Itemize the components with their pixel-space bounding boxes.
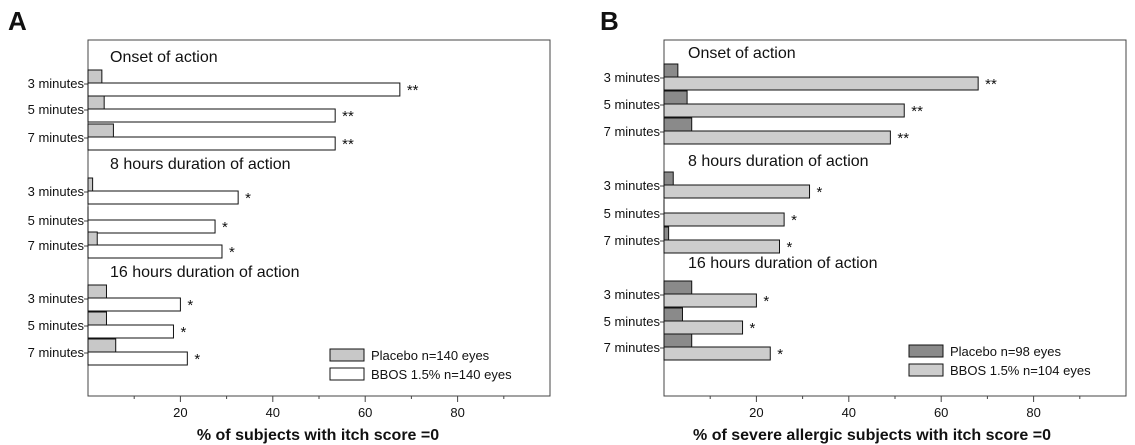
significance-label: *	[750, 320, 756, 337]
x-tick-label: 80	[450, 405, 464, 420]
category-label: 7 minutes	[28, 345, 85, 360]
group-label: 16 hours duration of action	[110, 264, 299, 281]
active-bar	[87, 297, 181, 312]
category-label: 5 minutes	[28, 213, 85, 228]
placebo-bar	[87, 123, 114, 138]
panel-a: A 20 40 60 80 % of subjects with itch score =…	[8, 6, 551, 444]
active-bar	[87, 82, 401, 97]
x-tick-label: 60	[358, 405, 372, 420]
placebo-bar	[663, 280, 693, 295]
active-bar	[663, 212, 785, 227]
category-label: 7 minutes	[28, 238, 85, 253]
group-label: Onset of action	[688, 45, 796, 62]
active-bar	[87, 244, 223, 259]
x-axis-title: % of severe allergic subjects with itch …	[693, 427, 1051, 444]
category-label: 3 minutes	[28, 76, 85, 91]
panel-letter: B	[600, 6, 619, 36]
category-label: 3 minutes	[604, 70, 661, 85]
placebo-bar	[87, 284, 107, 299]
category-label: 3 minutes	[28, 291, 85, 306]
legend-label-active: BBOS 1.5% n=104 eyes	[950, 363, 1091, 378]
legend-label-active: BBOS 1.5% n=140 eyes	[371, 367, 512, 382]
category-label: 3 minutes	[28, 184, 85, 199]
category-label: 5 minutes	[28, 102, 85, 117]
placebo-bar	[663, 171, 674, 186]
x-tick-label: 20	[173, 405, 187, 420]
legend-swatch-placebo	[908, 344, 944, 358]
significance-label: *	[180, 324, 186, 341]
active-bar	[87, 219, 216, 234]
significance-label: *	[187, 297, 193, 314]
active-bar	[87, 324, 174, 339]
placebo-bar	[87, 338, 117, 353]
active-bar	[663, 184, 811, 199]
category-label: 5 minutes	[28, 318, 85, 333]
placebo-bar	[87, 69, 103, 84]
placebo-bar	[87, 177, 94, 192]
placebo-bar	[87, 311, 107, 326]
legend-label-placebo: Placebo n=140 eyes	[371, 348, 490, 363]
active-bar	[87, 190, 239, 205]
placebo-bar	[663, 117, 693, 132]
significance-label: **	[897, 130, 909, 147]
placebo-bar	[663, 226, 670, 241]
active-bar	[663, 320, 744, 335]
active-bar	[87, 136, 336, 151]
significance-label: *	[791, 212, 797, 229]
legend-swatch-active	[908, 363, 944, 377]
category-label: 3 minutes	[604, 178, 661, 193]
significance-label: **	[342, 136, 354, 153]
placebo-bar	[663, 333, 693, 348]
category-label: 7 minutes	[28, 130, 85, 145]
significance-label: *	[222, 219, 228, 236]
x-tick-label: 20	[749, 405, 763, 420]
significance-label: **	[342, 108, 354, 125]
active-bar	[663, 346, 771, 361]
x-tick-label: 40	[842, 405, 856, 420]
placebo-bar	[87, 95, 105, 110]
group-label: 8 hours duration of action	[688, 153, 869, 170]
active-bar	[663, 103, 905, 118]
significance-label: *	[763, 293, 769, 310]
legend-swatch-placebo	[329, 348, 365, 362]
placebo-bar	[663, 90, 688, 105]
significance-label: *	[817, 184, 823, 201]
significance-label: **	[985, 76, 997, 93]
active-bar	[663, 76, 979, 91]
placebo-bar	[663, 63, 679, 78]
x-tick-label: 80	[1026, 405, 1040, 420]
category-label: 7 minutes	[604, 124, 661, 139]
significance-label: *	[245, 190, 251, 207]
x-axis-title: % of subjects with itch score =0	[197, 427, 439, 444]
active-bar	[87, 108, 336, 123]
category-label: 3 minutes	[604, 287, 661, 302]
significance-label: *	[194, 351, 200, 368]
group-label: 8 hours duration of action	[110, 156, 291, 173]
group-label: 16 hours duration of action	[688, 255, 877, 272]
x-tick-label: 40	[266, 405, 280, 420]
category-label: 7 minutes	[604, 340, 661, 355]
active-bar	[663, 293, 757, 308]
legend-label-placebo: Placebo n=98 eyes	[950, 344, 1061, 359]
group-label: Onset of action	[110, 49, 218, 66]
placebo-bar	[663, 307, 683, 322]
significance-label: **	[911, 103, 923, 120]
significance-label: *	[229, 244, 235, 261]
category-label: 7 minutes	[604, 233, 661, 248]
significance-label: *	[787, 239, 793, 256]
x-tick-label: 60	[934, 405, 948, 420]
category-label: 5 minutes	[604, 314, 661, 329]
legend-swatch-active	[329, 367, 365, 381]
significance-label: *	[777, 346, 783, 363]
significance-label: **	[407, 82, 419, 99]
placebo-bar	[87, 231, 98, 246]
panel-b: B 20 40 60 80 % of severe allergic subjects w…	[600, 6, 1127, 444]
category-label: 5 minutes	[604, 97, 661, 112]
active-bar	[663, 130, 891, 145]
panel-letter: A	[8, 6, 27, 36]
category-label: 5 minutes	[604, 206, 661, 221]
active-bar	[87, 351, 188, 366]
active-bar	[663, 239, 780, 254]
